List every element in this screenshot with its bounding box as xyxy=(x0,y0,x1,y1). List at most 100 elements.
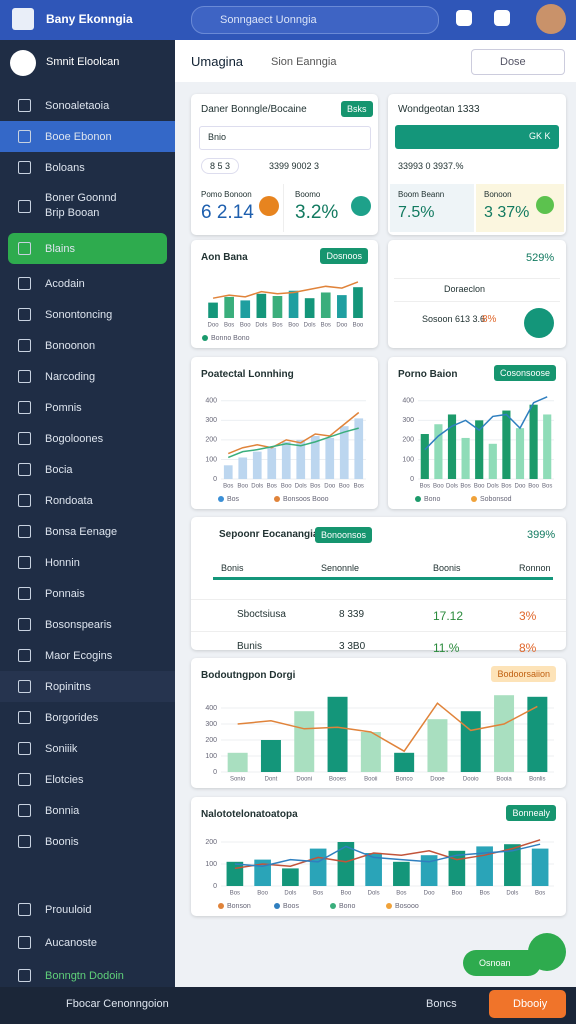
nav-icon xyxy=(18,277,31,290)
nav-item[interactable]: Maor Ecogins xyxy=(0,640,175,671)
line-series xyxy=(212,281,359,299)
nav-item[interactable]: Prouuloid xyxy=(0,893,175,926)
main-header: Umagina Sion Eanngia Dose xyxy=(175,40,576,82)
select[interactable]: Doraeclon xyxy=(394,278,560,302)
chart-card: Nalototelonatoatopa Bonnealy 0 100 200 Bos Boo… xyxy=(191,797,566,916)
nav-item[interactable]: Elotcies xyxy=(0,764,175,795)
nav-item[interactable]: Bonsa Eenage xyxy=(0,516,175,547)
bar xyxy=(320,292,331,318)
avatar[interactable] xyxy=(536,4,566,34)
nav-item[interactable]: Bonngtn Dodoin xyxy=(0,959,175,992)
column-header: Senonnle xyxy=(321,563,360,573)
bar xyxy=(294,711,315,772)
card-badge: Bsks xyxy=(341,101,373,117)
nav-icon xyxy=(18,242,31,255)
nav-item[interactable]: Sonoaletaoia xyxy=(0,90,175,121)
bar xyxy=(252,451,262,479)
main-search[interactable]: Dose xyxy=(471,49,565,75)
messages-icon[interactable] xyxy=(494,10,510,26)
nav-item[interactable]: Borgorides xyxy=(0,702,175,733)
x-tick-label: Booia xyxy=(496,777,512,783)
search-box[interactable]: Sonngaect Uonngia xyxy=(191,6,439,34)
x-tick-label: Bos xyxy=(224,323,234,329)
confirm-button[interactable] xyxy=(524,308,554,338)
nav-item[interactable]: Booe Ebonon xyxy=(0,121,175,152)
nav-item[interactable]: Boonis xyxy=(0,826,175,857)
bar xyxy=(304,298,315,318)
fab-check[interactable] xyxy=(528,933,566,971)
nav-item[interactable]: Bocia xyxy=(0,454,175,485)
nav-item[interactable]: Bosonspearis xyxy=(0,609,175,640)
nav-icon xyxy=(18,339,31,352)
x-tick-label: Bos xyxy=(267,484,277,490)
nav-item[interactable]: Ponnais xyxy=(0,578,175,609)
nav-item[interactable]: Acodain xyxy=(0,268,175,299)
x-tick-label: Bos xyxy=(230,891,240,897)
chart-title: Porno Baion xyxy=(398,369,458,380)
status-card: 529% Doraeclon Sosoon 613 3.6 8% xyxy=(388,240,566,348)
bottom-button[interactable]: Dbooiy xyxy=(489,990,566,1018)
chart-title: Poatectal Lonnhing xyxy=(201,369,294,380)
nav-label: Maor Ecogins xyxy=(45,649,113,662)
x-tick-label: Boo xyxy=(353,323,364,329)
nav-item[interactable]: Rondoata xyxy=(0,485,175,516)
nav-item[interactable]: Pomnis xyxy=(0,392,175,423)
bar xyxy=(272,296,283,318)
legend-label: Bonsoos Booo xyxy=(283,496,329,503)
chart-badge: Cosonsoose xyxy=(493,365,556,381)
sidebar: Smnit Eloolcan Sonoaletaoia Booe Ebonon Bo… xyxy=(0,40,175,987)
bar xyxy=(447,414,457,479)
nav-label: Borgorides xyxy=(45,711,99,724)
x-tick-label: Boo xyxy=(433,484,444,490)
bar xyxy=(282,868,299,886)
nav-item[interactable]: Boner Goonnd Brip Booan xyxy=(0,183,175,229)
nav-item[interactable]: Honnin xyxy=(0,547,175,578)
nav-item[interactable]: Bogoloones xyxy=(0,423,175,454)
x-tick-label: Boo xyxy=(528,484,539,490)
x-tick-label: Bos xyxy=(420,484,430,490)
nav-icon xyxy=(18,742,31,755)
x-tick-label: Dols xyxy=(284,891,296,897)
nav-item[interactable]: Narcoding xyxy=(0,361,175,392)
input[interactable]: Bnio xyxy=(199,126,371,150)
x-tick-label: Boo xyxy=(237,484,248,490)
bar xyxy=(527,696,548,772)
nav-item[interactable]: Blains xyxy=(8,233,167,264)
nav-item[interactable]: Sonontoncing xyxy=(0,299,175,330)
x-tick-label: Dooio xyxy=(463,777,479,783)
bar xyxy=(267,447,277,479)
x-tick-label: Dols xyxy=(251,484,263,490)
legend-label: Sobonsod xyxy=(480,496,512,503)
table-total: 399% xyxy=(527,529,556,541)
input-text: Bnio xyxy=(208,132,227,142)
nav-label: Bonnia xyxy=(45,804,80,817)
chart-badge: Dosnoos xyxy=(320,248,368,264)
x-tick-label: Bonco xyxy=(396,777,414,783)
x-tick-label: Boo xyxy=(452,891,463,897)
nav-icon xyxy=(18,804,31,817)
nav-icon xyxy=(18,618,31,631)
nav-list: Sonoaletaoia Booe Ebonon Boloans Boner Goon… xyxy=(0,90,175,857)
nav-item[interactable]: Aucanoste xyxy=(0,926,175,959)
nav-item[interactable]: Ropinitns xyxy=(0,671,175,702)
nav-item[interactable]: Soniiik xyxy=(0,733,175,764)
nav-label: Boner Goonnd Brip Booan xyxy=(45,192,117,219)
x-tick-label: Dols xyxy=(255,323,267,329)
x-tick-label: Boo xyxy=(339,484,350,490)
bar xyxy=(365,853,382,886)
nav-item[interactable]: Bonoonon xyxy=(0,330,175,361)
table-cell: 3% xyxy=(519,609,537,623)
nav-item[interactable]: Bonnia xyxy=(0,795,175,826)
line-series xyxy=(227,411,360,455)
nav-item[interactable]: Boloans xyxy=(0,152,175,183)
legend-label: Bono xyxy=(424,496,440,503)
column-header: Boonis xyxy=(433,563,461,573)
chart-title: Aon Bana xyxy=(201,252,248,263)
tab[interactable]: Sion Eanngia xyxy=(271,56,337,68)
stat-label: Boomo xyxy=(295,190,321,199)
nav-icon xyxy=(18,711,31,724)
bar xyxy=(227,752,248,772)
stat-value: 7.5% xyxy=(398,204,435,221)
chart-badge: Bonnealy xyxy=(506,805,556,821)
notifications-icon[interactable] xyxy=(456,10,472,26)
